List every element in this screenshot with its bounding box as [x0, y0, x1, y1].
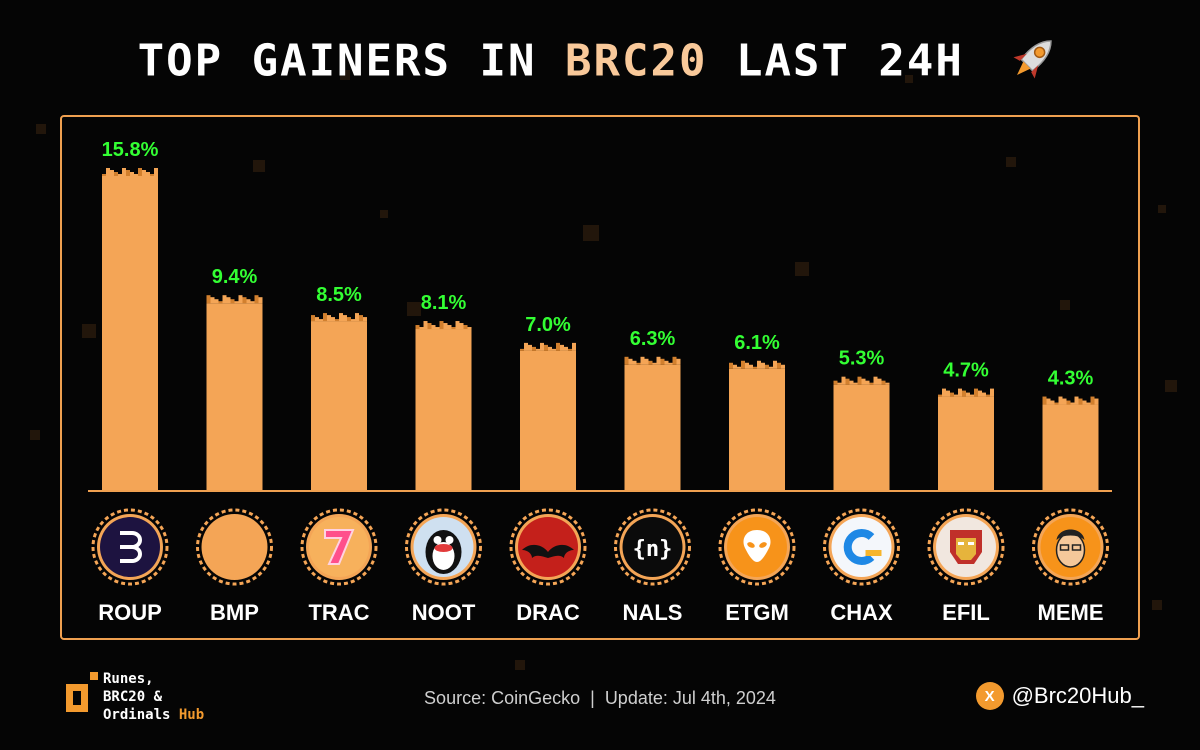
rocket-icon [1006, 30, 1062, 97]
value-label: 8.1% [421, 292, 467, 314]
handle-text: @Brc20Hub_ [1011, 683, 1144, 708]
title-text: TOP GAINERS IN [137, 35, 537, 87]
category-label: ETGM [725, 600, 789, 625]
trac-logo-icon [300, 508, 378, 586]
category-label: MEME [1038, 600, 1104, 625]
chax-logo-icon [823, 508, 900, 586]
hub-logo-icon [66, 672, 98, 716]
x-logo-icon: X [975, 682, 1004, 710]
roup-logo-icon [91, 508, 169, 586]
bmp-logo-icon [196, 508, 273, 586]
bar-pixel-edge [311, 313, 367, 322]
bar-chax [833, 384, 890, 490]
bar-pixel-edge [833, 376, 890, 385]
update-text: Update: Jul 4th, 2024 [604, 688, 776, 708]
svg-text:{n}: {n} [633, 537, 673, 562]
bar-roup [102, 176, 158, 490]
nals-brackets-icon: {n} [614, 508, 691, 586]
bar-drac [520, 350, 576, 490]
value-label: 7.0% [525, 314, 571, 336]
bar-trac [311, 321, 367, 490]
chart-title: TOP GAINERS IN BRC20 LAST 24H [0, 30, 1200, 97]
noot-penguin-icon [405, 508, 482, 586]
bar-pixel-edge [415, 321, 472, 330]
title-suffix-text: LAST 24H [735, 35, 964, 87]
bar-pixel-edge [729, 360, 785, 369]
social-handle[interactable]: X @Brc20Hub_ [975, 682, 1144, 710]
value-label: 15.8% [102, 139, 159, 161]
bar-noot [415, 329, 472, 490]
source-separator: | [590, 688, 595, 708]
category-label: CHAX [830, 600, 893, 625]
category-label: NALS [623, 600, 683, 625]
brand-line-1: Runes, [103, 671, 154, 687]
source-text: Source: CoinGecko [424, 688, 581, 708]
category-label: ROUP [98, 600, 162, 625]
value-label: 6.1% [734, 332, 780, 354]
chart-panel [60, 115, 1140, 640]
value-label: 4.7% [943, 360, 989, 382]
brand-name: Runes, BRC20 & Ordinals Hub [103, 670, 204, 724]
category-label: EFIL [942, 600, 990, 625]
bar-etgm [729, 368, 785, 490]
bar-pixel-edge [102, 168, 158, 176]
bar-pixel-edge [938, 388, 994, 397]
brand-hub: Hub [178, 707, 205, 723]
brand-line-3: Ordinals [103, 707, 171, 723]
bar-meme [1042, 404, 1099, 490]
value-label: 9.4% [212, 266, 258, 288]
category-label: TRAC [308, 600, 369, 625]
brand-line-2: BRC20 & [103, 689, 163, 705]
bar-bmp [206, 303, 263, 490]
bar-pixel-edge [624, 356, 681, 365]
drac-bat-icon [509, 508, 587, 586]
value-label: 5.3% [839, 348, 885, 370]
bar-pixel-edge [1042, 396, 1099, 405]
category-label: BMP [210, 600, 259, 625]
bar-pixel-edge [520, 342, 576, 351]
meme-face-icon [1032, 508, 1109, 586]
efil-ironman-icon [927, 508, 1005, 586]
bar-nals [624, 364, 681, 490]
bar-efil [938, 396, 994, 490]
category-label: DRAC [516, 600, 580, 625]
bar-pixel-edge [206, 295, 263, 304]
category-label: NOOT [412, 600, 476, 625]
value-label: 6.3% [630, 328, 676, 350]
etgm-alien-icon [718, 508, 796, 586]
title-accent-text: BRC20 [565, 35, 708, 87]
value-label: 4.3% [1048, 368, 1094, 390]
source-note: Source: CoinGecko | Update: Jul 4th, 2024 [0, 688, 1200, 709]
value-label: 8.5% [316, 284, 362, 306]
